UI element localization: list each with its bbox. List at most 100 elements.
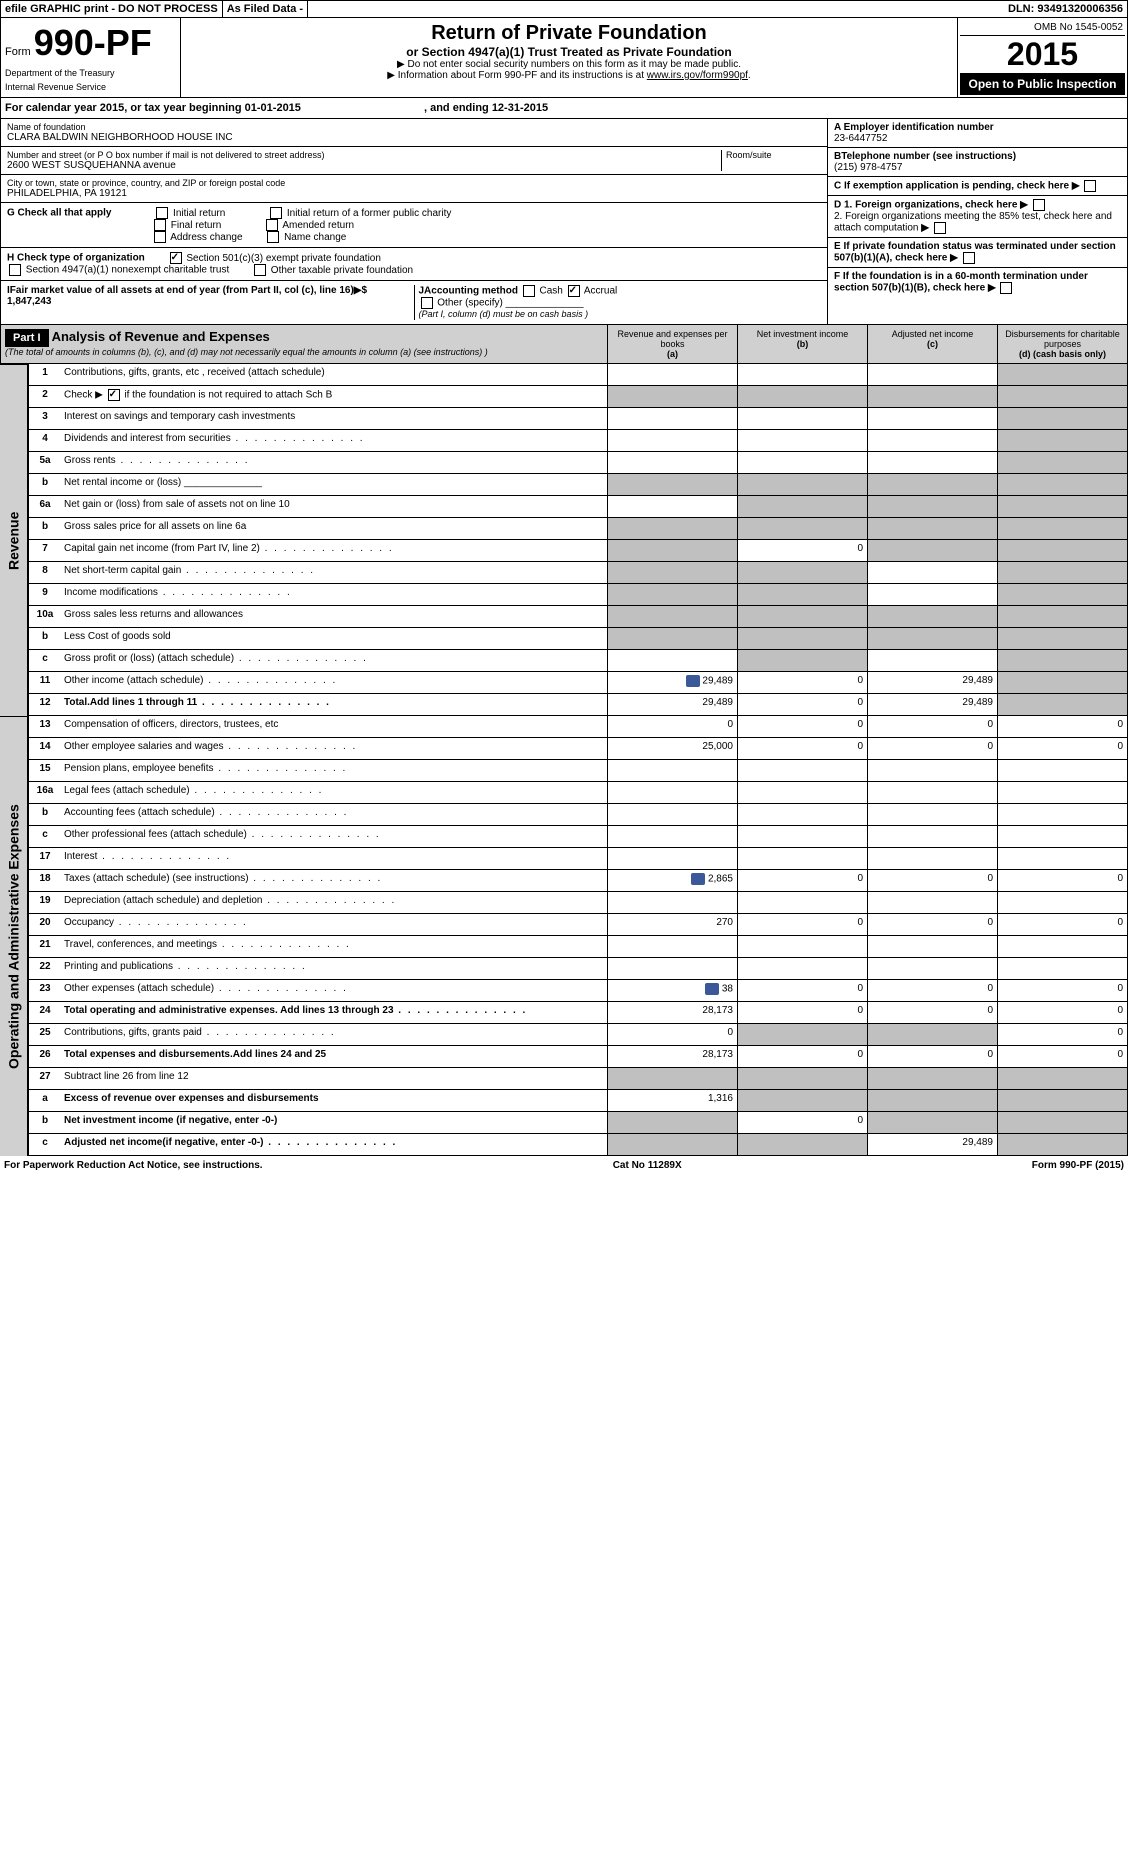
attach-icon[interactable] bbox=[705, 983, 719, 995]
footer: For Paperwork Reduction Act Notice, see … bbox=[0, 1156, 1128, 1175]
amended-return-checkbox[interactable] bbox=[266, 219, 278, 231]
line-10c: cGross profit or (loss) (attach schedule… bbox=[28, 650, 1128, 672]
cash-checkbox[interactable] bbox=[523, 285, 535, 297]
form-ref: Form 990-PF (2015) bbox=[1032, 1160, 1124, 1171]
attach-icon[interactable] bbox=[686, 675, 700, 687]
501c3-checkbox[interactable] bbox=[170, 252, 182, 264]
line-1: 1Contributions, gifts, grants, etc , rec… bbox=[28, 364, 1128, 386]
other-method-checkbox[interactable] bbox=[421, 297, 433, 309]
line-2: 2Check ▶ if the foundation is not requir… bbox=[28, 386, 1128, 408]
initial-return-checkbox[interactable] bbox=[156, 207, 168, 219]
section-i-j: IFair market value of all assets at end … bbox=[1, 281, 827, 324]
line-15: 15Pension plans, employee benefits bbox=[28, 760, 1128, 782]
efile-notice: efile GRAPHIC print - DO NOT PROCESS bbox=[1, 1, 223, 17]
accrual-checkbox[interactable] bbox=[568, 285, 580, 297]
line-20: 20Occupancy270000 bbox=[28, 914, 1128, 936]
other-taxable-checkbox[interactable] bbox=[254, 264, 266, 276]
main-title: Return of Private Foundation bbox=[185, 22, 953, 45]
foreign-org-checkbox[interactable] bbox=[1033, 199, 1045, 211]
line-11: 11Other income (attach schedule) 29,4890… bbox=[28, 672, 1128, 694]
foundation-name: CLARA BALDWIN NEIGHBORHOOD HOUSE INC bbox=[7, 132, 821, 143]
org-info-grid: Name of foundation CLARA BALDWIN NEIGHBO… bbox=[0, 119, 1128, 325]
subtitle: or Section 4947(a)(1) Trust Treated as P… bbox=[185, 45, 953, 59]
part1-header-row: Part I Analysis of Revenue and Expenses … bbox=[0, 325, 1128, 364]
city-cell: City or town, state or province, country… bbox=[1, 175, 827, 203]
foundation-name-cell: Name of foundation CLARA BALDWIN NEIGHBO… bbox=[1, 119, 827, 147]
revenue-side-label: Revenue bbox=[0, 364, 28, 716]
dept-treasury: Department of the Treasury bbox=[5, 68, 176, 78]
ein-cell: A Employer identification number 23-6447… bbox=[828, 119, 1127, 148]
section-h: H Check type of organization Section 501… bbox=[1, 248, 827, 281]
col-a-head: Revenue and expenses per books(a) bbox=[607, 325, 737, 363]
expenses-section: Operating and Administrative Expenses 13… bbox=[0, 716, 1128, 1156]
not-required-schb-checkbox[interactable] bbox=[108, 389, 120, 401]
paperwork-notice: For Paperwork Reduction Act Notice, see … bbox=[4, 1160, 263, 1171]
line-13: 13Compensation of officers, directors, t… bbox=[28, 716, 1128, 738]
line-24: 24Total operating and administrative exp… bbox=[28, 1002, 1128, 1024]
line-19: 19Depreciation (attach schedule) and dep… bbox=[28, 892, 1128, 914]
line-27: 27Subtract line 26 from line 12 bbox=[28, 1068, 1128, 1090]
line-7: 7Capital gain net income (from Part IV, … bbox=[28, 540, 1128, 562]
line-10b: bLess Cost of goods sold bbox=[28, 628, 1128, 650]
ein: 23-6447752 bbox=[834, 133, 1121, 144]
part1-label: Part I Analysis of Revenue and Expenses … bbox=[1, 325, 607, 363]
line-10a: 10aGross sales less returns and allowanc… bbox=[28, 606, 1128, 628]
initial-former-checkbox[interactable] bbox=[270, 207, 282, 219]
cat-no: Cat No 11289X bbox=[613, 1160, 682, 1171]
line-26: 26Total expenses and disbursements.Add l… bbox=[28, 1046, 1128, 1068]
phone-cell: BTelephone number (see instructions) (21… bbox=[828, 148, 1127, 177]
top-bar: efile GRAPHIC print - DO NOT PROCESS As … bbox=[0, 0, 1128, 18]
4947-checkbox[interactable] bbox=[9, 264, 21, 276]
instr-2: ▶ Information about Form 990-PF and its … bbox=[185, 70, 953, 81]
revenue-section: Revenue 1Contributions, gifts, grants, e… bbox=[0, 364, 1128, 716]
instr-link[interactable]: www.irs.gov/form990pf bbox=[647, 70, 748, 81]
line-27b: bNet investment income (if negative, ent… bbox=[28, 1112, 1128, 1134]
street-address: 2600 WEST SUSQUEHANNA avenue bbox=[7, 160, 721, 171]
room-label: Room/suite bbox=[726, 150, 821, 160]
line-5a: 5aGross rents bbox=[28, 452, 1128, 474]
line-22: 22Printing and publications bbox=[28, 958, 1128, 980]
city-state-zip: PHILADELPHIA, PA 19121 bbox=[7, 188, 821, 199]
line-4: 4Dividends and interest from securities bbox=[28, 430, 1128, 452]
line-6a: 6aNet gain or (loss) from sale of assets… bbox=[28, 496, 1128, 518]
line-5b: bNet rental income or (loss) ___________… bbox=[28, 474, 1128, 496]
year-box: OMB No 1545-0052 2015 Open to Public Ins… bbox=[957, 18, 1127, 97]
line-8: 8Net short-term capital gain bbox=[28, 562, 1128, 584]
form-label: Form bbox=[5, 46, 31, 58]
section-d: D 1. Foreign organizations, check here ▶… bbox=[828, 196, 1127, 238]
line-6b: bGross sales price for all assets on lin… bbox=[28, 518, 1128, 540]
status-terminated-checkbox[interactable] bbox=[963, 252, 975, 264]
col-b-head: Net investment income(b) bbox=[737, 325, 867, 363]
final-return-checkbox[interactable] bbox=[154, 219, 166, 231]
line-16a: 16aLegal fees (attach schedule) bbox=[28, 782, 1128, 804]
foreign-85pct-checkbox[interactable] bbox=[934, 222, 946, 234]
line-27a: aExcess of revenue over expenses and dis… bbox=[28, 1090, 1128, 1112]
as-filed: As Filed Data - bbox=[223, 1, 308, 17]
line-16c: cOther professional fees (attach schedul… bbox=[28, 826, 1128, 848]
line-25: 25Contributions, gifts, grants paid00 bbox=[28, 1024, 1128, 1046]
line-3: 3Interest on savings and temporary cash … bbox=[28, 408, 1128, 430]
line-14: 14Other employee salaries and wages25,00… bbox=[28, 738, 1128, 760]
line-9: 9Income modifications bbox=[28, 584, 1128, 606]
exemption-pending-checkbox[interactable] bbox=[1084, 180, 1096, 192]
line-16b: bAccounting fees (attach schedule) bbox=[28, 804, 1128, 826]
irs: Internal Revenue Service bbox=[5, 82, 176, 92]
line-18: 18Taxes (attach schedule) (see instructi… bbox=[28, 870, 1128, 892]
org-info-right: A Employer identification number 23-6447… bbox=[827, 119, 1127, 324]
tax-year: 2015 bbox=[960, 36, 1125, 73]
name-change-checkbox[interactable] bbox=[267, 231, 279, 243]
attach-icon[interactable] bbox=[691, 873, 705, 885]
expenses-side-label: Operating and Administrative Expenses bbox=[0, 716, 28, 1156]
dln: DLN: 93491320006356 bbox=[1004, 1, 1127, 17]
title-box: Return of Private Foundation or Section … bbox=[181, 18, 957, 97]
address-cell: Number and street (or P O box number if … bbox=[1, 147, 827, 175]
section-e: E If private foundation status was termi… bbox=[828, 238, 1127, 268]
form-number-box: Form 990-PF Department of the Treasury I… bbox=[1, 18, 181, 97]
col-c-head: Adjusted net income(c) bbox=[867, 325, 997, 363]
form-number: 990-PF bbox=[34, 22, 152, 63]
address-change-checkbox[interactable] bbox=[154, 231, 166, 243]
section-c: C If exemption application is pending, c… bbox=[828, 177, 1127, 196]
60month-checkbox[interactable] bbox=[1000, 282, 1012, 294]
instr-1: ▶ Do not enter social security numbers o… bbox=[185, 59, 953, 70]
line-17: 17Interest bbox=[28, 848, 1128, 870]
